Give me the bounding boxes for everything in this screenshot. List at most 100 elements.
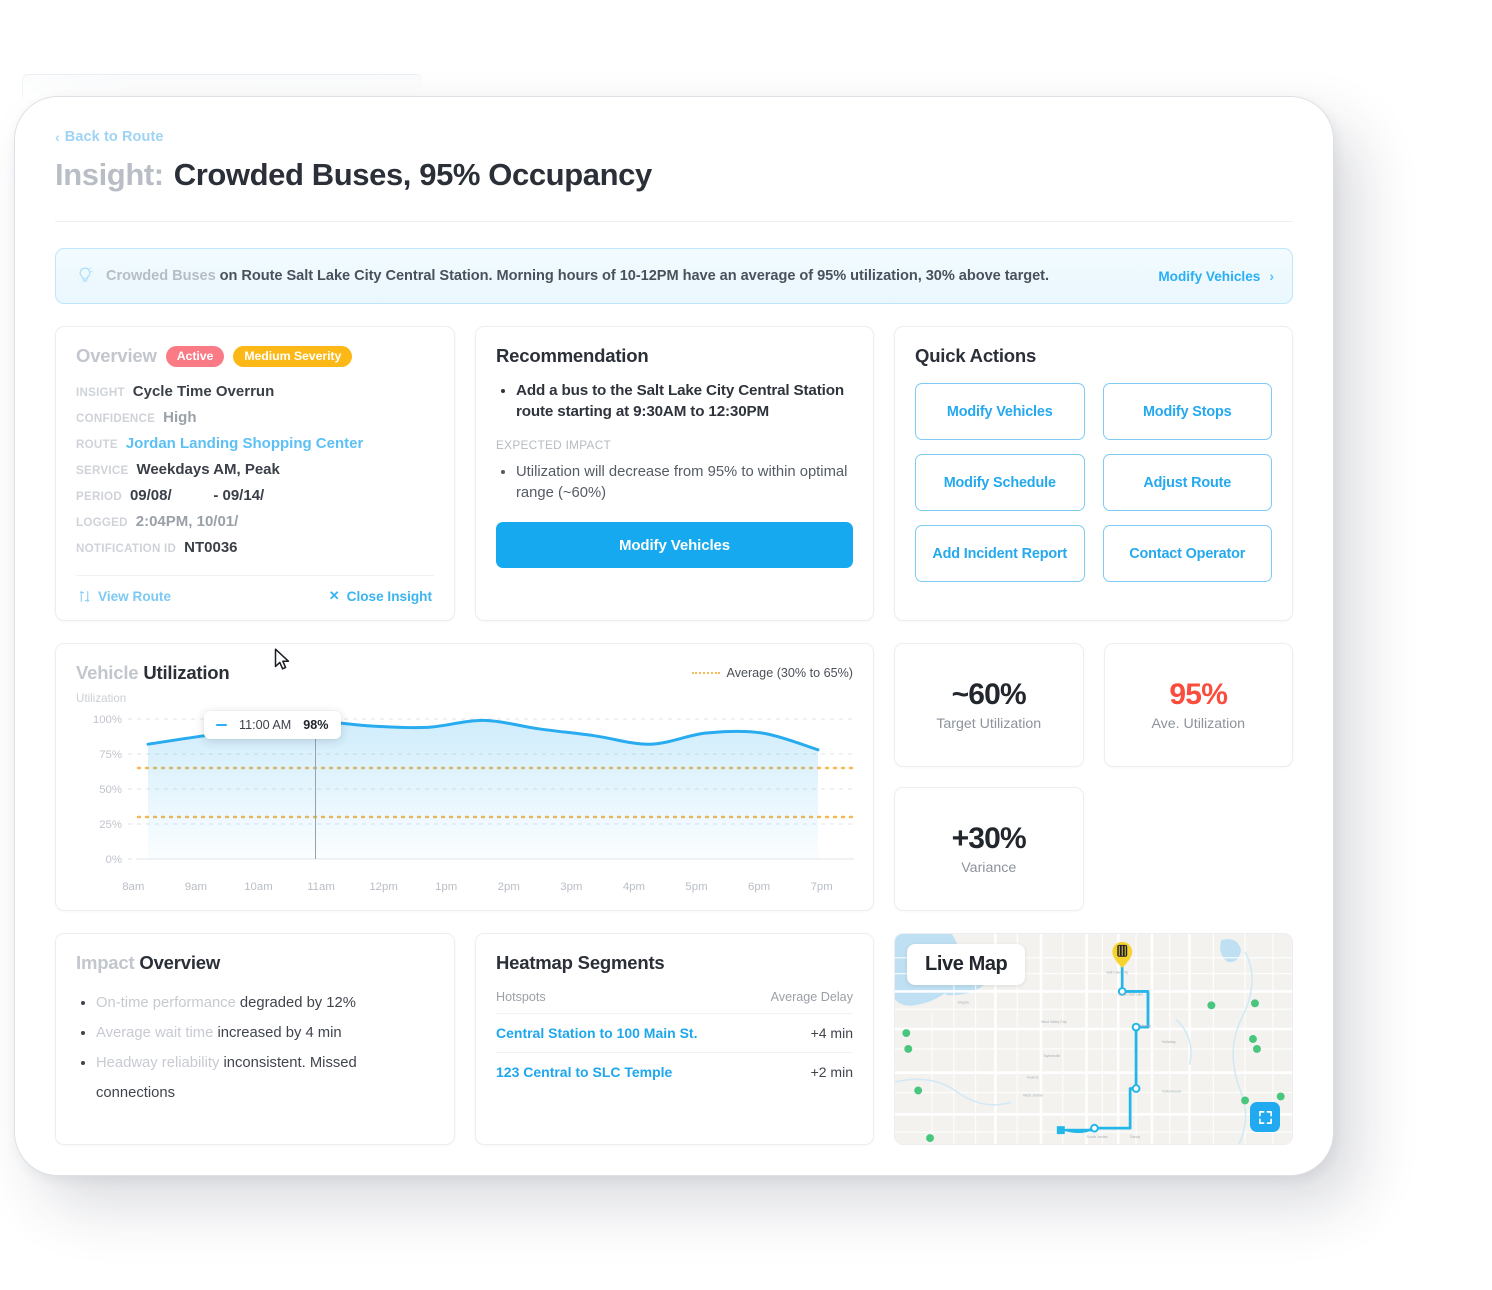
heatmap-title: Heatmap Segments — [496, 952, 665, 973]
legend-label: Average (30% to 65%) — [726, 666, 853, 680]
field-confidence: CONFIDENCE High — [76, 405, 434, 431]
page-title: Insight: Crowded Buses, 95% Occupancy — [55, 157, 1293, 193]
x-tick-label: 12pm — [369, 881, 398, 893]
chart-plot-area[interactable]: 0% 25% 50% 75% 100% 11:00 AM 98% — [76, 709, 856, 879]
modify-vehicles-button[interactable]: Modify Vehicles — [496, 522, 853, 568]
stat-label: Target Utilization — [936, 716, 1042, 732]
svg-text:50%: 50% — [99, 784, 122, 796]
map-fullscreen-button[interactable] — [1250, 1102, 1280, 1132]
overview-title-text: Overview — [76, 345, 157, 366]
quick-actions-title: Quick Actions — [915, 345, 1037, 366]
quick-actions-card: Quick Actions Modify Vehicles Modify Sto… — [894, 326, 1293, 621]
top-row: Overview Active Medium Severity INSIGHT … — [55, 326, 1293, 621]
qa-modify-vehicles-button[interactable]: Modify Vehicles — [915, 383, 1085, 440]
svg-text:75%: 75% — [99, 749, 122, 761]
x-tick-label: 5pm — [685, 881, 708, 893]
field-notification-id-key: NOTIFICATION ID — [76, 541, 177, 555]
hotspot-delay: +2 min — [810, 1064, 853, 1080]
close-insight-button[interactable]: ✕ Close Insight — [329, 588, 432, 604]
impact-item-dim: Headway reliability — [96, 1055, 224, 1071]
x-tick-label: 3pm — [560, 881, 583, 893]
tooltip-value: 98% — [303, 718, 329, 732]
table-row[interactable]: Central Station to 100 Main St. +4 min — [496, 1013, 853, 1053]
field-route-value[interactable]: Jordan Landing Shopping Center — [125, 434, 364, 452]
chart-header: Vehicle Utilization Average (30% to 65%) — [76, 662, 853, 684]
qa-adjust-route-button[interactable]: Adjust Route — [1102, 454, 1272, 511]
svg-text:Magna: Magna — [958, 1000, 969, 1004]
mouse-cursor-icon — [274, 648, 290, 670]
field-logged: LOGGED 2:04PM, 10/01/ — [76, 509, 434, 535]
column-header-hotspots: Hotspots — [496, 990, 750, 1014]
x-tick-label: 6pm — [747, 881, 771, 893]
lightbulb-icon — [79, 267, 94, 282]
quick-actions-grid: Modify Vehicles Modify Stops Modify Sche… — [915, 383, 1272, 582]
header-divider — [55, 221, 1293, 222]
banner-cta-label: Modify Vehicles — [1158, 268, 1261, 284]
svg-text:0%: 0% — [106, 854, 122, 866]
field-period-key: PERIOD — [76, 489, 122, 503]
qa-contact-operator-button[interactable]: Contact Operator — [1102, 525, 1272, 582]
qa-modify-stops-button[interactable]: Modify Stops — [1102, 383, 1272, 440]
view-route-label: View Route — [98, 588, 172, 604]
svg-text:West Valley City: West Valley City — [1041, 1020, 1067, 1024]
tablet-device-frame: ‹ Back to Route Insight: Crowded Buses, … — [14, 96, 1334, 1176]
chevron-right-icon: › — [1269, 268, 1274, 284]
impact-item-dim: Average wait time — [96, 1025, 218, 1041]
impact-list: On-time performance degraded by 12% Aver… — [76, 988, 434, 1108]
column-header-average-delay: Average Delay — [749, 990, 853, 1014]
chart-svg: 0% 25% 50% 75% 100% — [93, 714, 856, 866]
stat-target-utilization: ~60% Target Utilization — [894, 643, 1084, 767]
x-tick-label: 7pm — [810, 881, 833, 893]
back-to-route-link[interactable]: ‹ Back to Route — [55, 129, 164, 145]
stat-label: Variance — [961, 860, 1017, 876]
insight-banner: Crowded Buses on Route Salt Lake City Ce… — [55, 248, 1293, 304]
stat-variance: +30% Variance — [894, 787, 1084, 911]
list-item: Average wait time increased by 4 min — [96, 1018, 434, 1048]
x-tick-label: 10am — [244, 881, 273, 893]
bottom-row: Impact Overview On-time performance degr… — [55, 933, 1293, 1145]
qa-add-incident-report-button[interactable]: Add Incident Report — [915, 525, 1085, 582]
svg-text:South Jordan: South Jordan — [1087, 1135, 1108, 1139]
svg-text:Murray: Murray — [1140, 1024, 1151, 1028]
field-service-key: SERVICE — [76, 463, 129, 477]
hotspot-name[interactable]: 123 Central to SLC Temple — [496, 1064, 673, 1080]
bus-marker-icon — [1112, 941, 1133, 968]
field-route: ROUTE Jordan Landing Shopping Center — [76, 431, 434, 457]
svg-text:Holladay: Holladay — [1162, 1040, 1176, 1044]
impact-item-bold: degraded by 12% — [239, 995, 356, 1011]
field-insight-key: INSIGHT — [76, 385, 125, 399]
close-icon: ✕ — [328, 588, 340, 603]
recommendation-card: Recommendation Add a bus to the Salt Lak… — [475, 326, 874, 621]
hotspot-name[interactable]: Central Station to 100 Main St. — [496, 1013, 750, 1053]
svg-text:Cottonwood: Cottonwood — [1162, 1089, 1181, 1093]
live-map-card[interactable]: Salt Lake City South Salt Lake Murray We… — [894, 933, 1293, 1145]
banner-text: Crowded Buses on Route Salt Lake City Ce… — [106, 268, 1049, 284]
close-insight-label: Close Insight — [346, 588, 432, 604]
qa-modify-schedule-button[interactable]: Modify Schedule — [915, 454, 1085, 511]
field-insight-value: Cycle Time Overrun — [132, 382, 275, 400]
impact-title-dim: Impact — [76, 952, 135, 973]
impact-item-bold: increased by 4 min — [217, 1025, 342, 1041]
banner-rest: on Route Salt Lake City Central Station.… — [215, 268, 1049, 284]
field-notification-id: NOTIFICATION ID NT0036 — [76, 535, 434, 561]
table-row[interactable]: 123 Central to SLC Temple +2 min — [496, 1053, 853, 1092]
field-insight: INSIGHT Cycle Time Overrun — [76, 379, 434, 405]
svg-text:Taylorsville: Taylorsville — [1043, 1054, 1060, 1058]
svg-text:Sandy: Sandy — [1130, 1135, 1140, 1139]
chart-title-dim: Vehicle — [76, 662, 139, 683]
impact-title: Impact Overview — [76, 952, 434, 974]
fullscreen-icon — [1258, 1110, 1272, 1124]
list-item: Headway reliability inconsistent. Missed… — [96, 1048, 434, 1108]
page-title-main: Crowded Buses, 95% Occupancy — [173, 157, 652, 192]
field-service-value: Weekdays AM, Peak — [136, 460, 280, 478]
view-route-button[interactable]: View Route — [78, 589, 171, 604]
svg-text:25%: 25% — [99, 819, 122, 831]
tooltip-time: 11:00 AM — [239, 718, 292, 732]
stats-grid: ~60% Target Utilization 95% Ave. Utiliza… — [894, 643, 1293, 911]
expected-impact-label: EXPECTED IMPACT — [496, 438, 612, 452]
field-route-key: ROUTE — [76, 437, 118, 451]
chevron-left-icon: ‹ — [55, 129, 60, 145]
stat-value: +30% — [951, 822, 1027, 855]
banner-modify-vehicles-link[interactable]: Modify Vehicles › — [1158, 268, 1274, 284]
svg-text:West Jordan: West Jordan — [1023, 1093, 1043, 1097]
